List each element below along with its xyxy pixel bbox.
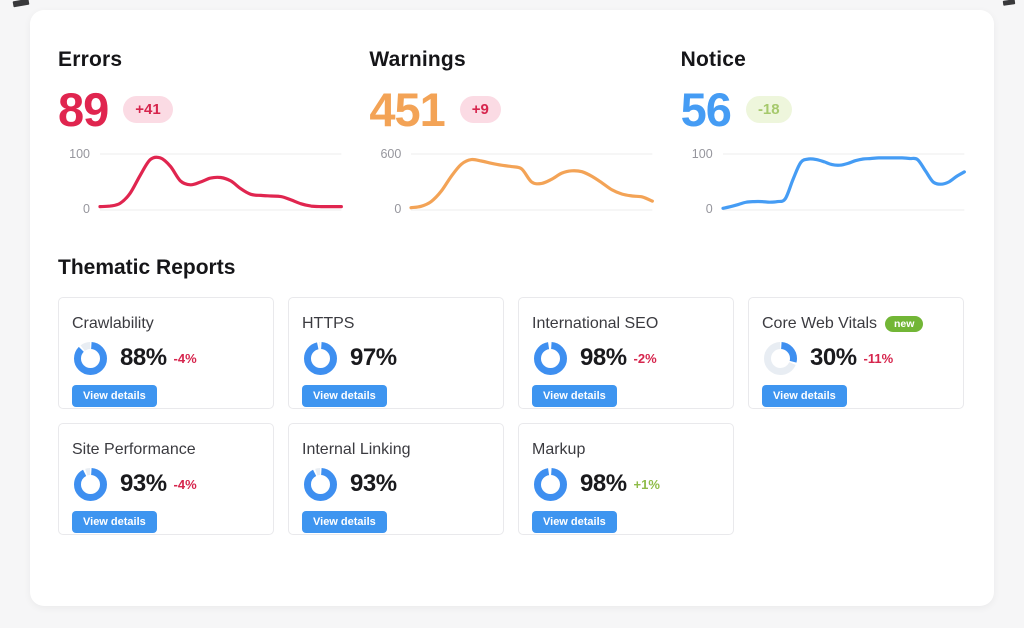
errors-count: 89 bbox=[58, 82, 109, 136]
score-percent: 93% bbox=[350, 470, 397, 497]
y-axis-max-label: 100 bbox=[69, 147, 90, 161]
score-donut bbox=[74, 467, 107, 501]
view-details-button[interactable]: View details bbox=[72, 385, 157, 407]
y-axis-min-label: 0 bbox=[394, 202, 402, 216]
summary-title-errors: Errors bbox=[58, 48, 123, 71]
score-donut bbox=[764, 341, 797, 375]
notice-delta-badge: -18 bbox=[745, 95, 792, 123]
view-details-button[interactable]: View details bbox=[532, 385, 617, 407]
report-card-site-performance: Site Performance 93% -4% View details bbox=[58, 423, 274, 535]
summary-title-warnings: Warnings bbox=[369, 48, 466, 71]
card-title: Crawlability bbox=[72, 315, 154, 332]
view-details-button[interactable]: View details bbox=[302, 385, 387, 407]
view-details-button[interactable]: View details bbox=[72, 511, 157, 533]
card-title: Markup bbox=[532, 441, 586, 458]
summary-title-notice: Notice bbox=[680, 48, 747, 71]
score-percent: 30% bbox=[810, 344, 857, 371]
view-details-button[interactable]: View details bbox=[532, 511, 617, 533]
report-card-core-web-vitals: Core Web Vitals new 30% -11% View detail… bbox=[748, 297, 964, 409]
view-details-button[interactable]: View details bbox=[302, 511, 387, 533]
score-percent: 98% bbox=[580, 344, 627, 371]
thematic-reports-grid: Crawlability 88% -4% View details HTTPS … bbox=[58, 297, 964, 535]
score-donut bbox=[534, 467, 567, 501]
score-donut bbox=[74, 341, 107, 375]
score-delta: -11% bbox=[863, 350, 894, 366]
score-percent: 98% bbox=[580, 470, 627, 497]
notice-count: 56 bbox=[680, 82, 732, 136]
y-axis-min-label: 0 bbox=[705, 202, 713, 216]
notice-trend-chart bbox=[721, 153, 966, 211]
report-card-internal-linking: Internal Linking 93% View details bbox=[288, 423, 504, 535]
score-delta: -4% bbox=[173, 476, 197, 492]
errors-delta-badge: +41 bbox=[123, 95, 173, 123]
report-card-crawlability: Crawlability 88% -4% View details bbox=[58, 297, 274, 409]
screenshot-artifact-mark bbox=[1002, 0, 1016, 6]
y-axis-min-label: 0 bbox=[83, 202, 90, 216]
score-donut bbox=[304, 341, 337, 375]
score-delta: -4% bbox=[173, 350, 197, 366]
card-title: Internal Linking bbox=[302, 441, 411, 458]
new-badge: new bbox=[885, 316, 924, 332]
report-card-markup: Markup 98% +1% View details bbox=[518, 423, 734, 535]
card-title: International SEO bbox=[532, 315, 659, 332]
score-donut bbox=[304, 467, 337, 501]
summary-errors: Errors 89 +41 100 0 bbox=[58, 48, 343, 216]
card-title: Site Performance bbox=[72, 441, 196, 458]
summary-section: Errors 89 +41 100 0 Warnings 451 +9 bbox=[58, 48, 966, 216]
score-delta: -2% bbox=[633, 350, 657, 366]
y-axis-max-label: 600 bbox=[380, 147, 402, 161]
score-delta: +1% bbox=[633, 476, 660, 492]
dashboard-panel: Errors 89 +41 100 0 Warnings 451 +9 bbox=[30, 10, 994, 606]
report-card-https: HTTPS 97% View details bbox=[288, 297, 504, 409]
summary-warnings: Warnings 451 +9 600 0 bbox=[369, 48, 655, 216]
warnings-count: 451 bbox=[369, 82, 445, 136]
score-donut bbox=[534, 341, 567, 375]
y-axis-max-label: 100 bbox=[691, 147, 713, 161]
score-percent: 97% bbox=[350, 344, 397, 371]
report-card-international-seo: International SEO 98% -2% View details bbox=[518, 297, 734, 409]
summary-notice: Notice 56 -18 100 0 bbox=[680, 48, 966, 216]
view-details-button[interactable]: View details bbox=[762, 385, 847, 407]
score-percent: 88% bbox=[120, 344, 167, 371]
card-title: HTTPS bbox=[302, 315, 355, 332]
card-title: Core Web Vitals bbox=[762, 315, 878, 332]
score-percent: 93% bbox=[120, 470, 167, 497]
screenshot-artifact-mark bbox=[12, 0, 30, 8]
warnings-delta-badge: +9 bbox=[459, 95, 501, 123]
errors-trend-chart bbox=[98, 153, 343, 211]
thematic-reports-heading: Thematic Reports bbox=[58, 256, 236, 279]
warnings-trend-chart bbox=[409, 153, 655, 211]
